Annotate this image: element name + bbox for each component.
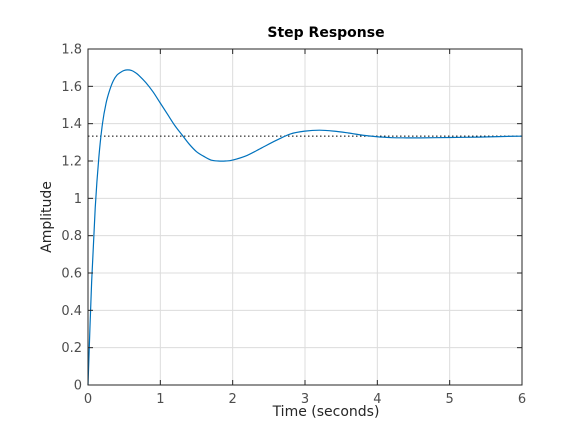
y-axis-label: Amplitude [39, 181, 55, 253]
axis-ticks: 0 1 2 3 4 5 6 0 0.2 0.4 0.6 0.8 1 1.2 1.4 1.6 1.8 [61, 43, 526, 408]
y-tick-label: 0.4 [61, 304, 82, 319]
x-tick-label: 4 [373, 392, 381, 407]
x-tick-label: 0 [84, 392, 92, 407]
x-tick-label: 1 [156, 392, 164, 407]
x-tick-label: 3 [301, 392, 309, 407]
y-tick-label: 1.8 [61, 43, 82, 58]
grid-lines [88, 49, 522, 385]
y-tick-label: 1.2 [61, 155, 82, 170]
x-tick-label: 5 [446, 392, 454, 407]
y-tick-label: 0.2 [61, 341, 82, 356]
y-tick-label: 0.6 [61, 267, 82, 282]
y-tick-label: 0.8 [61, 229, 82, 244]
y-tick-label: 1 [74, 192, 82, 207]
plot-frame [87, 48, 523, 386]
x-axis-label: Time (seconds) [272, 404, 380, 420]
x-tick-label: 2 [229, 392, 237, 407]
y-tick-label: 0 [74, 379, 82, 394]
chart-title: Step Response [267, 25, 384, 41]
y-tick-label: 1.4 [61, 117, 82, 132]
x-tick-label: 6 [518, 392, 526, 407]
y-tick-label: 1.6 [61, 80, 82, 95]
response-curve [87, 69, 523, 386]
